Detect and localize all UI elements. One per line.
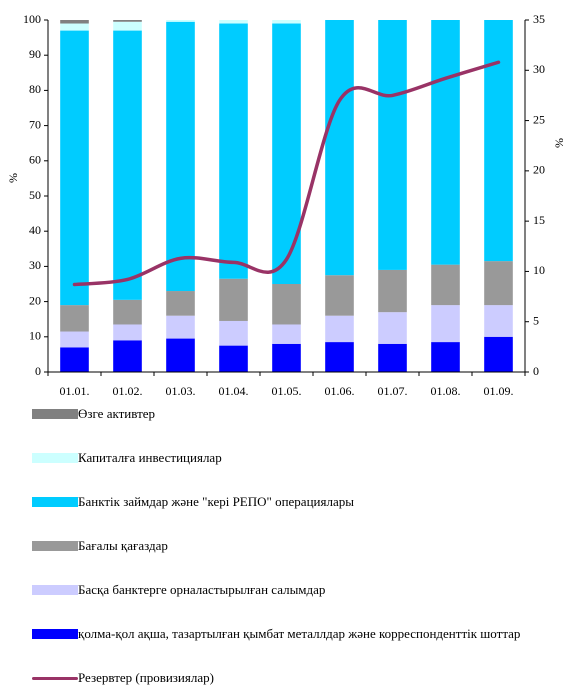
bar-segment — [60, 347, 89, 372]
x-tick-label: 01.04. — [219, 384, 249, 398]
x-tick-label: 01.09. — [484, 384, 514, 398]
bar-segment — [272, 284, 301, 325]
legend-swatch — [32, 677, 78, 680]
bar-segment — [166, 338, 195, 372]
y2-axis-label: % — [552, 138, 566, 148]
bar-segment — [378, 343, 407, 372]
x-tick-label: 01.08. — [431, 384, 461, 398]
bar-segment — [484, 20, 513, 262]
bar-segment — [484, 261, 513, 306]
legend-label: Капиталға инвестициялар — [78, 450, 222, 465]
legend-swatch — [32, 497, 78, 507]
bar-segment — [378, 312, 407, 344]
y2-tick-label: 15 — [533, 213, 545, 227]
y2-tick-label: 30 — [533, 62, 545, 76]
legend-item: Бағалы қағаздар — [32, 537, 577, 555]
x-tick-label: 01.05. — [272, 384, 302, 398]
bar-segment — [113, 30, 142, 300]
bar-segment — [272, 23, 301, 285]
bar-segment — [325, 342, 354, 372]
bar-segment — [113, 324, 142, 341]
y-tick-label: 10 — [29, 329, 41, 343]
bar-segment — [166, 20, 195, 22]
legend-label: Бағалы қағаздар — [78, 538, 168, 553]
legend-swatch — [32, 629, 78, 639]
legend-label: Банктік займдар және "кері РЕПО" операци… — [78, 494, 354, 509]
legend-item: Капиталға инвестициялар — [32, 449, 577, 467]
bar-segment — [378, 269, 407, 313]
bar-segment — [60, 305, 89, 332]
x-tick-label: 01.03. — [166, 384, 196, 398]
y-tick-label: 80 — [29, 82, 41, 96]
bar-segment — [272, 343, 301, 372]
bar-segment — [113, 20, 142, 22]
legend-label: Резервтер (провизиялар) — [78, 670, 214, 685]
bar-segment — [378, 20, 407, 270]
y-tick-label: 40 — [29, 223, 41, 237]
bar-segment — [325, 20, 354, 276]
y2-tick-label: 5 — [533, 313, 539, 327]
y-axis-label: % — [6, 173, 20, 183]
bars — [60, 20, 513, 372]
legend-item: Резервтер (провизиялар) — [32, 669, 577, 687]
legend-item: қолма-қол ақша, тазартылған қымбат метал… — [32, 625, 577, 643]
bar-segment — [484, 336, 513, 372]
x-tick-label: 01.02. — [113, 384, 143, 398]
bar-segment — [166, 291, 195, 316]
legend-swatch — [32, 585, 78, 595]
bar-segment — [219, 20, 248, 24]
bar-segment — [431, 20, 460, 265]
bar-segment — [431, 342, 460, 372]
y-tick-label: 100 — [23, 12, 41, 26]
bar-segment — [60, 23, 89, 31]
bar-segment — [272, 20, 301, 24]
y2-tick-label: 35 — [533, 12, 545, 26]
bar-segment — [219, 23, 248, 279]
bar-segment — [60, 331, 89, 348]
y-tick-label: 90 — [29, 47, 41, 61]
bar-segment — [60, 30, 89, 306]
bar-segment — [166, 315, 195, 339]
y-tick-label: 50 — [29, 188, 41, 202]
bar-segment — [60, 20, 89, 24]
y2-tick-label: 10 — [533, 263, 545, 277]
y-tick-label: 60 — [29, 153, 41, 167]
legend-item: Өзге активтер — [32, 405, 577, 423]
y-tick-label: 30 — [29, 258, 41, 272]
bar-segment — [219, 320, 248, 346]
legend-swatch — [32, 453, 78, 463]
x-tick-label: 01.06. — [325, 384, 355, 398]
legend-label: Өзге активтер — [78, 406, 156, 421]
y2-tick-label: 25 — [533, 112, 545, 126]
legend-swatch — [32, 541, 78, 551]
y2-tick-label: 0 — [533, 364, 539, 378]
bar-segment — [431, 264, 460, 306]
bar-segment — [325, 275, 354, 316]
bar-segment — [166, 21, 195, 292]
bar-segment — [113, 340, 142, 372]
y-tick-label: 20 — [29, 293, 41, 307]
chart: % % 0 10 20 30 40 50 60 70 80 90 100 0 5 10 15 20 25 30 35… — [6, 12, 566, 398]
bar-segment — [484, 305, 513, 337]
legend-item: Басқа банктерге орналастырылған салымдар — [32, 581, 577, 599]
y-tick-label: 70 — [29, 117, 41, 131]
legend-item: Банктік займдар және "кері РЕПО" операци… — [32, 493, 577, 511]
legend-label: Басқа банктерге орналастырылған салымдар — [78, 582, 326, 597]
bar-segment — [219, 278, 248, 321]
y-tick-label: 0 — [35, 364, 41, 378]
bar-segment — [325, 315, 354, 343]
bar-segment — [113, 299, 142, 325]
legend-swatch — [32, 409, 78, 419]
x-tick-label: 01.01. — [60, 384, 90, 398]
bar-segment — [113, 21, 142, 31]
line-series — [72, 60, 501, 287]
y2-tick-label: 20 — [533, 163, 545, 177]
bar-segment — [219, 345, 248, 372]
x-tick-label: 01.07. — [378, 384, 408, 398]
bar-segment — [431, 305, 460, 343]
bar-segment — [272, 324, 301, 344]
legend-label: қолма-қол ақша, тазартылған қымбат метал… — [78, 626, 521, 641]
